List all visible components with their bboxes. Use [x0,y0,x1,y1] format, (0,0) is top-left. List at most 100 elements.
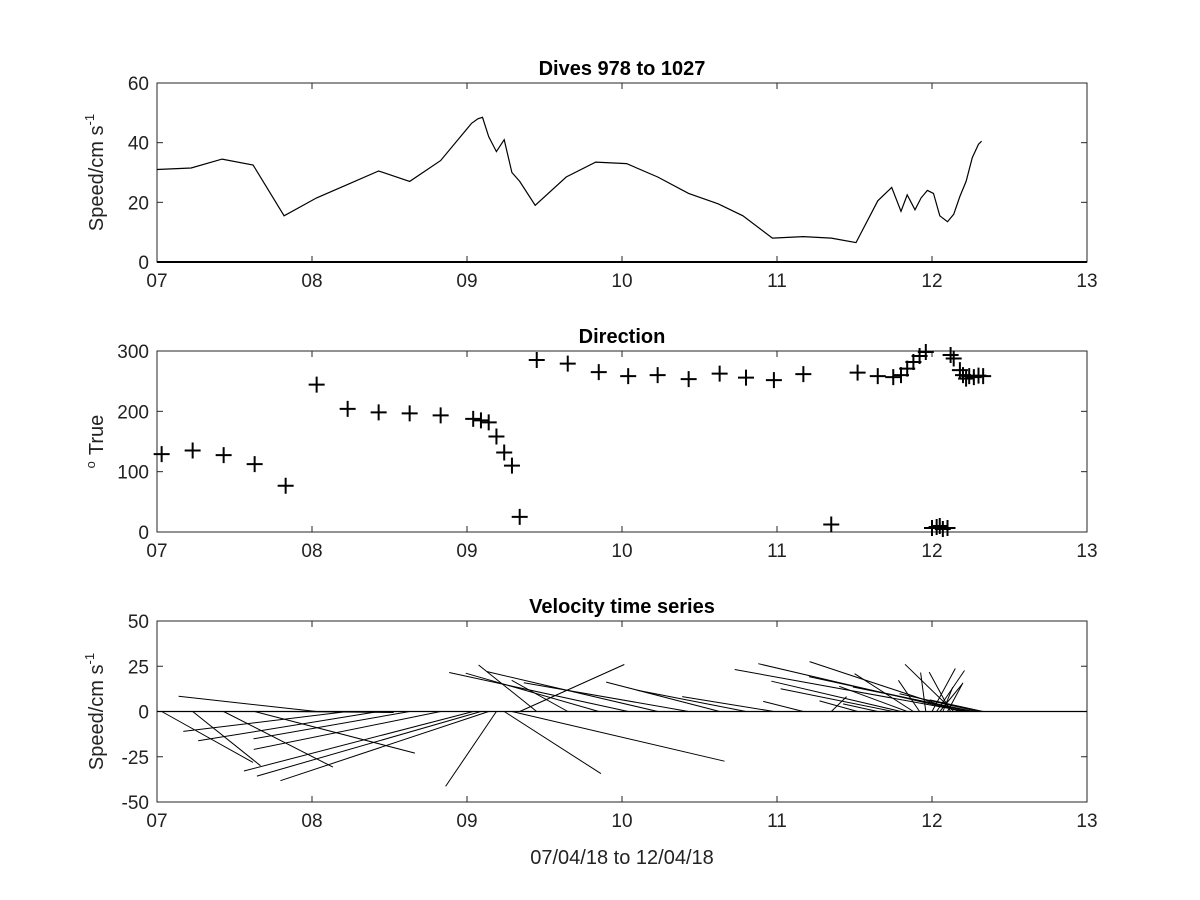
direction-point [308,376,325,393]
direction-point [370,404,387,421]
velocity-stick [519,664,625,712]
direction-point [917,344,934,361]
y-tick-label: -25 [122,748,149,769]
x-tick-label: 12 [921,811,942,832]
direction-point [277,477,294,494]
x-tick-label: 13 [1076,541,1097,562]
x-tick-label: 08 [301,541,322,562]
y-tick-label: 0 [138,703,149,724]
velocity-stick [243,711,474,772]
direction-point [339,400,356,417]
velocity-stick [198,711,379,742]
plot-frame [156,82,1088,263]
velocity-stick [183,711,348,732]
direction-point [488,428,505,445]
velocity-stick [899,693,979,712]
chart-title: Velocity time series [529,596,715,618]
velocity-stick [929,699,984,712]
velocity-stick [734,669,967,712]
y-tick-label: 0 [138,253,149,274]
x-tick-label: 09 [456,541,477,562]
x-tick-label: 07 [146,541,167,562]
direction-point [496,444,513,461]
direction-point [680,371,697,388]
x-tick-label: 11 [767,271,787,292]
direction-point [472,412,489,429]
direction-point [958,370,975,387]
y-tick-label: 20 [128,193,149,214]
velocity-stick [478,664,538,712]
velocity-panel: Velocity time series 07 08 09 10 11 12 13 -50 -25… [82,596,1098,869]
velocity-stick [523,682,689,712]
velocity-stick [511,679,569,712]
y-axis-label: Speed/cm s-1 [82,114,108,231]
velocity-stick [682,696,774,712]
y-tick-label: 60 [128,74,149,95]
direction-point [215,447,232,464]
direction-point [480,414,497,431]
direction-point [939,519,956,536]
direction-point [465,410,482,427]
x-axis-label: 07/04/18 to 12/04/18 [530,847,714,869]
x-tick-label: 10 [611,271,632,292]
velocity-stick [223,711,334,768]
plot-frame [156,350,1088,533]
y-tick-label: 300 [117,342,149,363]
x-tick-label: 11 [767,811,787,832]
direction-point [711,365,728,382]
y-axis-label-text: Speed/cm s [86,664,108,770]
y-tick-label: 40 [128,134,149,155]
x-tick-label: 07 [146,811,167,832]
direction-point [765,372,782,389]
y-axis-label-superscript: -1 [82,114,97,126]
x-tick-label: 12 [921,541,942,562]
x-tick-label: 10 [611,541,632,562]
y-axis-label: Speed/cm s-1 [82,653,108,770]
direction-point [823,516,840,533]
x-tick-label: 08 [301,271,322,292]
velocity-stick [449,672,629,712]
velocity-stick [842,703,878,712]
x-tick-label: 09 [456,271,477,292]
direction-point [246,456,263,473]
velocity-stick [465,672,599,712]
x-tick-label: 12 [921,271,942,292]
y-tick-label: 100 [117,463,149,484]
velocity-stick [819,700,858,712]
direction-point [849,364,866,381]
direction-point [511,508,528,525]
y-tick-label: 200 [117,402,149,423]
x-tick-label: 11 [767,541,787,562]
speed-panel: Dives 978 to 1027 07 08 09 10 11 12 13 0 20 40 60 Sp… [82,58,1098,292]
direction-point [975,368,992,385]
x-tick-label: 13 [1076,271,1097,292]
x-tick-label: 09 [456,811,477,832]
velocity-stick [503,711,602,775]
direction-point [528,352,545,369]
direction-point [795,366,812,383]
x-tick-label: 08 [301,811,322,832]
velocity-stick [763,700,804,712]
x-tick-label: 10 [611,811,632,832]
velocity-stick [511,711,725,762]
direction-panel: Direction 07 08 09 10 11 12 13 0 100 200 300 o True [83,326,1098,562]
velocity-stick [192,711,261,767]
y-tick-label: 50 [128,612,149,633]
y-axis-label-text: True [86,415,108,455]
velocity-stick [852,686,974,712]
y-tick-label: 0 [138,523,149,544]
velocity-stick [637,689,747,712]
speed-series-line [156,116,983,244]
y-axis-label-superscript: o [83,461,98,468]
velocity-stick [920,672,927,712]
velocity-stick [253,711,410,740]
x-tick-label: 07 [146,271,167,292]
velocity-stick [178,695,317,712]
direction-point [432,407,449,424]
direction-point [153,446,170,463]
direction-point [931,517,948,534]
velocity-stick [606,681,720,712]
y-axis-label: o True [83,415,108,469]
velocity-stick [830,696,847,712]
